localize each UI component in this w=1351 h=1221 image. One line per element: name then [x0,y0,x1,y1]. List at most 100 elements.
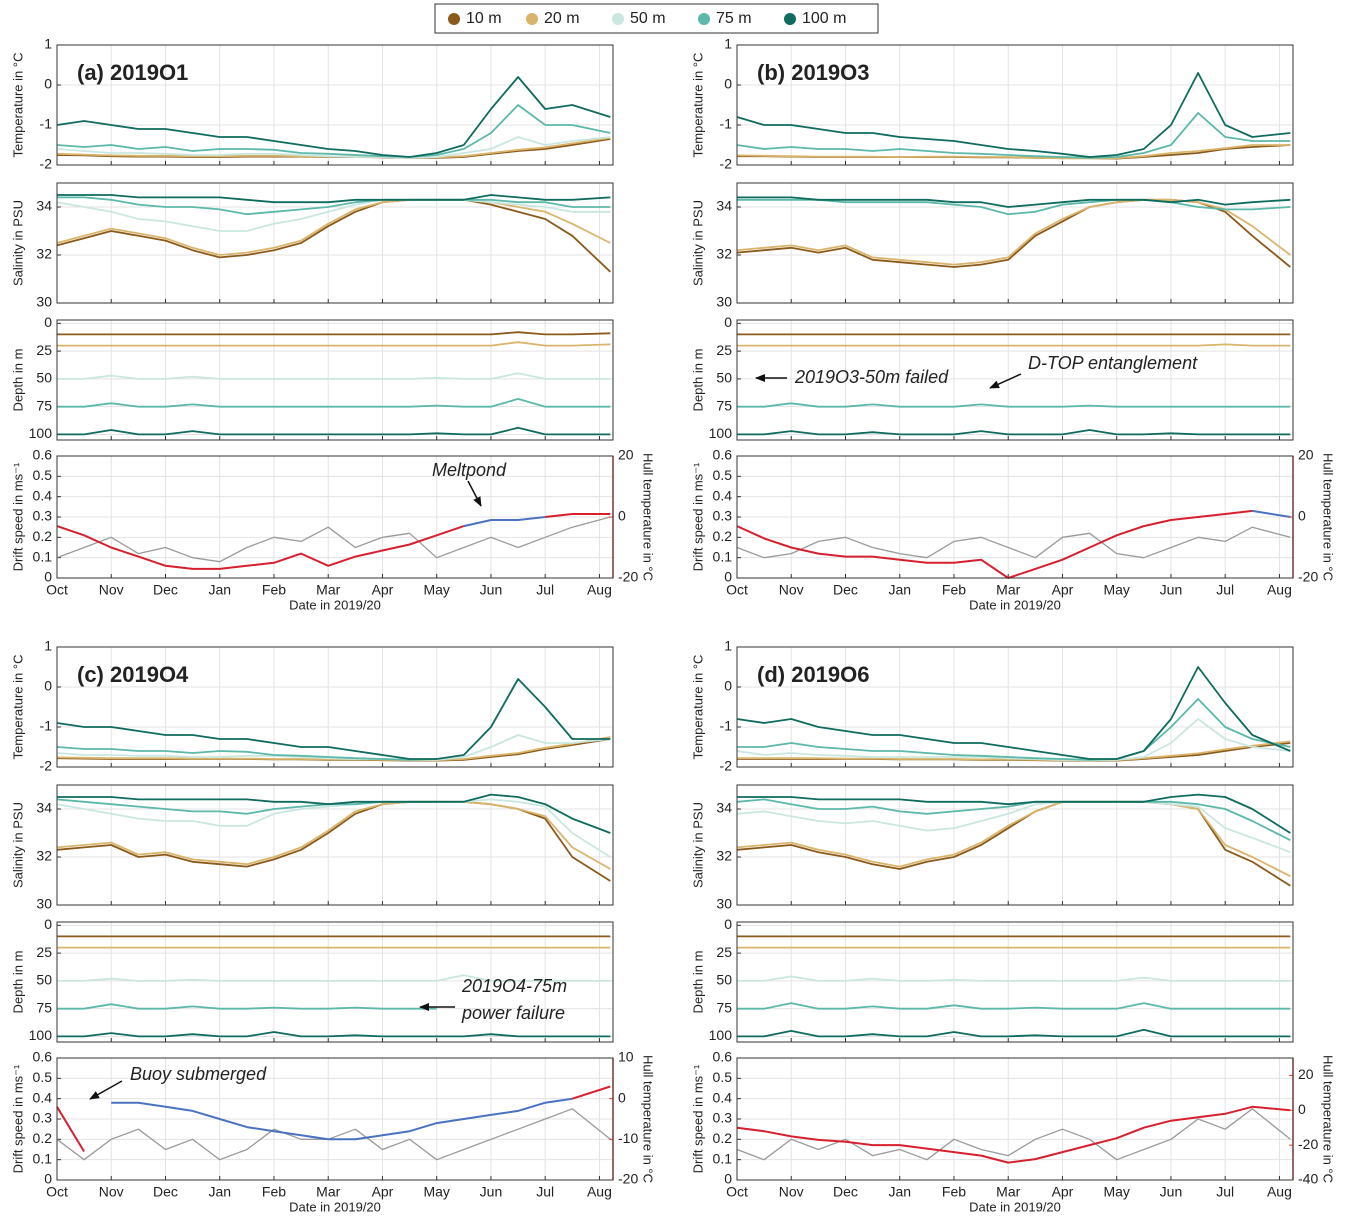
y2-tick-label: 10 [618,1049,634,1065]
annotation: 2019O4-75m [461,976,567,996]
plot-frame [56,784,614,906]
x-tick-label: Nov [99,582,124,598]
hull-temperature-line [736,509,1253,579]
y-axis-label: Temperature in °C [10,655,25,760]
x-tick-label: Nov [779,582,804,598]
x-tick-label: Oct [46,582,68,598]
y-tick-label: -1 [720,718,733,734]
x-tick-label: Jan [208,1184,231,1200]
y-tick-label: -2 [720,758,733,774]
series-line [737,1028,1291,1038]
plot-background [737,45,1293,165]
x-tick-label: Oct [726,582,748,598]
annotation-arrow [989,373,1022,389]
y-tick-label: 0.1 [713,1150,733,1166]
plot-background [737,922,1293,1042]
x-tick-label: May [423,582,449,598]
annotation: Buoy submerged [130,1064,267,1084]
y-tick-label: 0 [724,1171,732,1187]
y-tick-label: 100 [29,1027,53,1043]
plot-frame [56,921,614,1043]
y-tick-label: 32 [36,848,52,864]
x-tick-label: Mar [316,582,340,598]
series-line [57,974,611,982]
series-line [56,136,611,159]
x-tick-label: Apr [372,1184,394,1200]
y-tick-label: 0 [44,76,52,92]
series-line [737,343,1291,347]
plot-background [57,922,613,1042]
x-axis-label: Date in 2019/20 [289,597,381,612]
y-tick-label: 0 [724,678,732,694]
y-tick-label: 1 [724,36,732,52]
x-tick-label: Aug [1267,1184,1292,1200]
y2-tick-label: -20 [1298,569,1318,585]
x-tick-label: Feb [942,1184,966,1200]
series-line [57,426,611,436]
y-tick-label: -1 [720,116,733,132]
series-line [56,76,611,158]
y2-tick-label: -10 [618,1130,638,1146]
plot-background [737,320,1293,440]
y2-axis-label: Hull temperature in °C [1321,453,1336,581]
annotation: Meltpond [432,460,507,480]
legend-marker [612,13,624,25]
y-tick-label: 100 [709,1027,733,1043]
x-tick-label: Apr [372,582,394,598]
legend-marker [448,13,460,25]
y-tick-label: 75 [716,999,732,1015]
series-line [56,678,611,760]
y2-tick-label: 20 [1298,447,1314,463]
hull-temperature-line [56,513,611,570]
legend-label: 10 m [466,10,502,27]
y2-tick-label: -20 [618,569,638,585]
y-tick-label: 0.3 [713,508,733,524]
plot-background [57,320,613,440]
y-tick-label: 0.2 [33,528,53,544]
x-tick-label: May [1103,1184,1129,1200]
series-line [56,798,611,858]
y-tick-label: 0.5 [33,467,53,483]
legend-label: 100 m [802,10,846,27]
y-tick-label: -2 [40,758,53,774]
y2-tick-label: 20 [1298,1066,1314,1082]
series-line [737,196,1291,208]
x-tick-label: Mar [996,582,1020,598]
y-tick-label: 0.4 [33,487,53,503]
y-axis-label: Salinity in PSU [10,200,25,286]
plot-background [57,45,613,165]
y-tick-label: 34 [716,800,732,816]
series-line [57,372,611,380]
drift-speed-line [56,516,611,563]
y2-tick-label: 0 [1298,508,1306,524]
series-line [736,112,1291,159]
series-line [57,793,611,834]
y-tick-label: 50 [36,972,52,988]
y-tick-label: 1 [724,638,732,654]
series-line [57,341,611,347]
y-axis-label: Depth in m [690,951,705,1014]
y-tick-label: 0 [44,569,52,585]
drift-speed-line [736,1108,1291,1161]
series-line [57,1031,611,1038]
y-tick-label: 0.4 [713,1089,733,1105]
y-tick-label: 75 [36,999,52,1015]
series-line [737,402,1291,408]
series-line [736,144,1291,160]
y2-axis-label: Hull temperature in °C [641,1055,656,1183]
plot-frame [736,455,1294,579]
plot-frame [56,1057,614,1181]
y-tick-label: 75 [36,397,52,413]
series-line [57,194,611,204]
y-tick-label: 1 [44,638,52,654]
y-tick-label: 50 [716,370,732,386]
y-tick-label: 0 [44,678,52,694]
series-line [57,331,611,336]
legend-marker [784,13,796,25]
y-tick-label: 30 [36,294,52,310]
panel-title: (d) 2019O6 [757,662,870,687]
x-tick-label: May [423,1184,449,1200]
x-tick-label: Dec [153,1184,178,1200]
y-tick-label: 0.5 [713,1069,733,1085]
